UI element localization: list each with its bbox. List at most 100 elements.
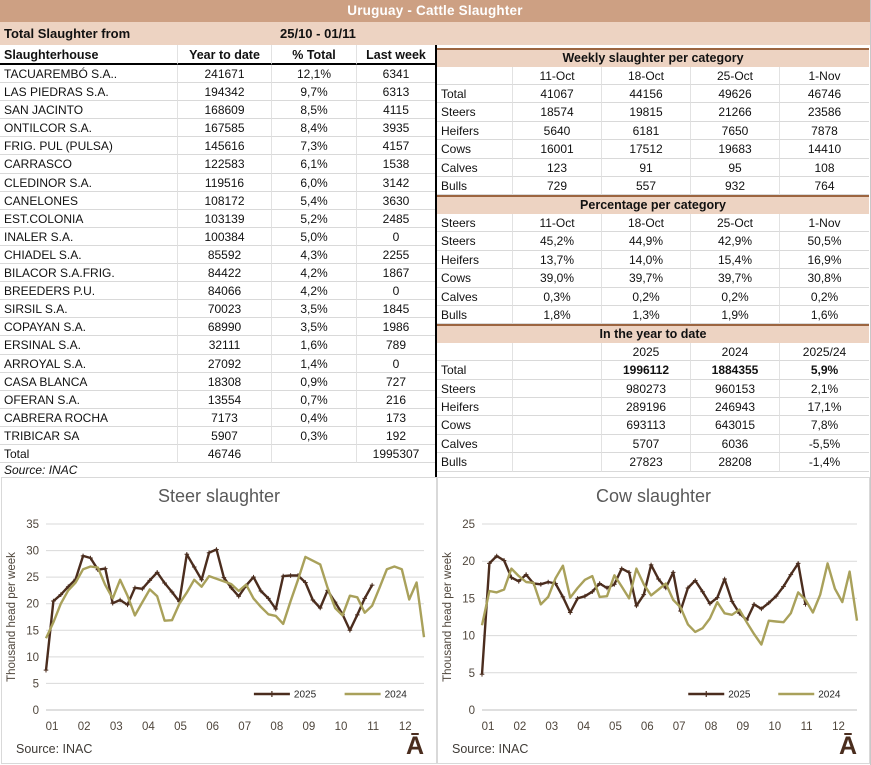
legend-marker (703, 691, 710, 698)
row-label: Cows (437, 269, 513, 288)
cell: 932 (691, 176, 780, 196)
cell: 3630 (357, 192, 435, 210)
cell: 4,2% (272, 264, 357, 283)
cell: 46746 (780, 85, 869, 104)
table-row: CASA BLANCA 18308 0,9% 727 (0, 372, 435, 391)
cell: 95 (691, 158, 780, 177)
cell: 6181 (602, 121, 691, 141)
row-label: Total (437, 85, 513, 104)
column-header: Year to date (178, 45, 272, 65)
table-row: Total 1996112 1884355 5,9% (437, 361, 869, 380)
table-row: LAS PIEDRAS S.A. 194342 9,7% 6313 (0, 83, 435, 102)
cell: 167585 (178, 119, 272, 138)
cell: 241671 (178, 65, 272, 84)
cell: 643015 (691, 416, 780, 435)
marker (147, 578, 153, 583)
cell: 32111 (178, 336, 272, 355)
cell (513, 434, 602, 454)
y-tick-label: 25 (462, 519, 475, 531)
cell: 14410 (780, 140, 869, 159)
marker (589, 589, 595, 595)
marker (759, 606, 764, 612)
cell: 557 (602, 176, 691, 196)
marker (191, 564, 197, 570)
cell: 91 (602, 158, 691, 177)
cell: 1,6% (272, 336, 357, 355)
marker (169, 589, 175, 595)
series-line-2025 (480, 554, 807, 675)
marker (317, 605, 323, 611)
column-header: 11-Oct (513, 214, 602, 233)
x-tick-label: 06 (206, 721, 219, 733)
marker (58, 592, 64, 598)
weekly-section-title: Weekly slaughter per category (437, 48, 869, 67)
row-label: BREEDERS P.U. (0, 282, 178, 301)
cell: 6313 (357, 83, 435, 102)
x-tick-label: 02 (513, 721, 526, 733)
cell: 145616 (178, 137, 272, 156)
marker (251, 574, 256, 580)
cell: 16,9% (780, 251, 869, 270)
cell: 39,7% (602, 269, 691, 288)
marker (597, 581, 602, 586)
cell: 729 (513, 176, 602, 196)
x-tick-label: 02 (78, 721, 91, 733)
marker (729, 599, 735, 604)
cell: 5,9% (780, 361, 869, 380)
marker (102, 566, 108, 572)
column-header: Last week (357, 45, 435, 65)
source-note: Source: INAC (4, 463, 78, 478)
cell: 2,1% (780, 380, 869, 399)
marker (125, 602, 130, 608)
marker (110, 600, 116, 606)
marker (117, 597, 123, 603)
marker (354, 612, 360, 618)
table-row: Calves 0,3% 0,2% 0,2% 0,2% (437, 287, 869, 306)
cell: 122583 (178, 155, 272, 174)
marker (516, 579, 522, 584)
page-title: Uruguay - Cattle Slaughter (0, 0, 870, 22)
chart-source: Source: INAC (16, 742, 93, 757)
percentage-table-header: Steers 11-Oct 18-Oct 25-Oct 1-Nov (437, 214, 869, 233)
cell: 39,0% (513, 269, 602, 288)
x-tick-label: 06 (641, 721, 654, 733)
cell: 16001 (513, 140, 602, 159)
cell: 41067 (513, 85, 602, 104)
cell: 18308 (178, 372, 272, 391)
marker (43, 667, 49, 673)
marker (273, 606, 279, 612)
slaughterhouse-panel: Slaughterhouse Year to date % Total Last… (0, 45, 437, 478)
weekly-table-body: Total 41067 44156 49626 46746 Steers 18574 1981… (437, 85, 869, 196)
x-tick-label: 04 (142, 721, 155, 733)
ytd-section-title: In the year to date (437, 324, 869, 344)
table-row: SIRSIL S.A. 70023 3,5% 1845 (0, 300, 435, 319)
cell: 5,4% (272, 191, 357, 210)
cell: 1867 (357, 264, 435, 283)
row-label: SAN JACINTO (0, 101, 178, 120)
x-tick-label: 11 (801, 721, 813, 733)
x-tick-label: 10 (768, 721, 781, 733)
marker (501, 558, 507, 563)
table-row: EST.COLONIA 103139 5,2% 2485 (0, 209, 435, 228)
marker (781, 584, 786, 589)
row-label: Total (0, 444, 178, 464)
cell: 1,6% (780, 306, 869, 325)
x-tick-label: 07 (673, 721, 686, 733)
cell: 8,4% (272, 119, 357, 138)
marker (162, 580, 167, 586)
cell: 216 (357, 391, 435, 409)
cell: 23586 (780, 103, 869, 122)
table-row: CABRERA ROCHA 7173 0,4% 173 (0, 408, 435, 427)
cell: 0,3% (513, 287, 602, 306)
row-label: Bulls (437, 453, 513, 472)
table-row: Total 41067 44156 49626 46746 (437, 85, 869, 104)
x-tick-label: 03 (110, 721, 123, 733)
cell: 0,4% (272, 408, 357, 427)
percentage-table-body: Steers 45,2% 44,9% 42,9% 50,5% Heifers 13,7% 14… (437, 232, 869, 325)
column-header: 18-Oct (602, 67, 691, 85)
cell: 4,3% (272, 245, 357, 265)
table-row: Bulls 1,8% 1,3% 1,9% 1,6% (437, 305, 869, 325)
table-row: SAN JACINTO 168609 8,5% 4115 (0, 101, 435, 120)
x-tick-label: 05 (609, 721, 622, 733)
cell: 5640 (513, 121, 602, 141)
